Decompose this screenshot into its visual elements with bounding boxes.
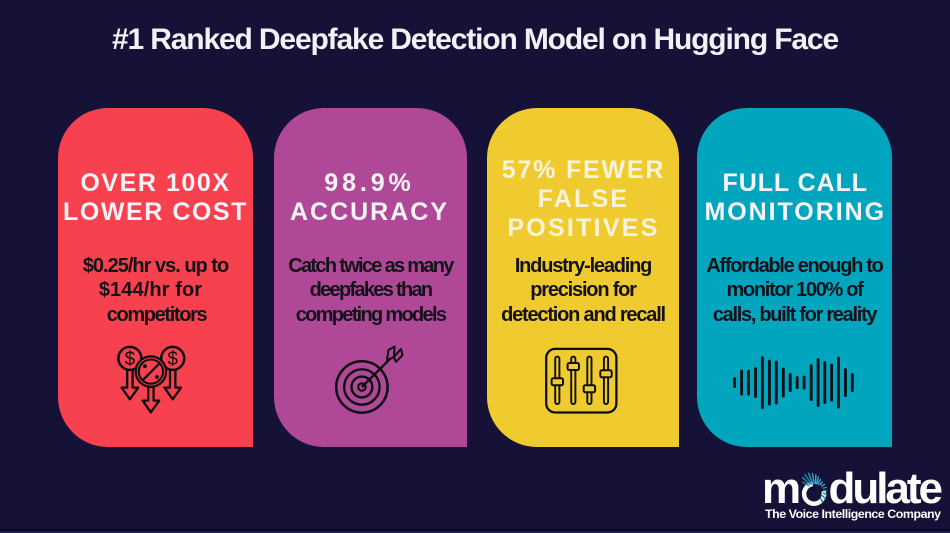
svg-text:$: $ <box>125 349 136 370</box>
svg-text:$: $ <box>167 349 178 370</box>
